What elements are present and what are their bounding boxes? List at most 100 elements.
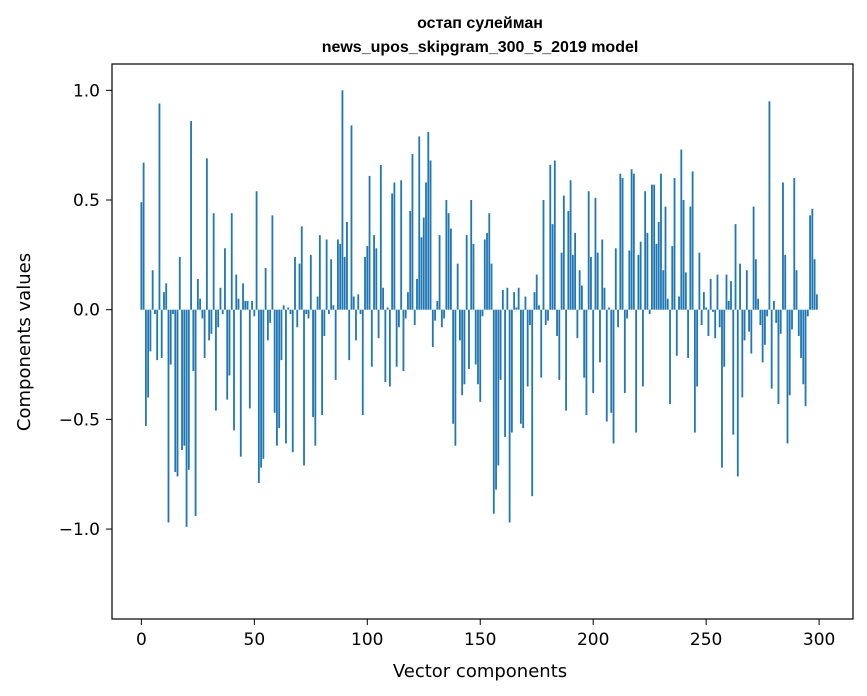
bar-214 bbox=[623, 309, 626, 394]
bar-185 bbox=[558, 309, 561, 380]
bar-115 bbox=[400, 180, 403, 310]
bar-151 bbox=[481, 309, 484, 317]
bar-21 bbox=[187, 309, 190, 470]
bar-289 bbox=[793, 178, 796, 310]
y-tick-label: −1.0 bbox=[59, 520, 100, 540]
bar-106 bbox=[379, 164, 382, 310]
bar-66 bbox=[289, 309, 292, 315]
bar-33 bbox=[215, 309, 217, 411]
bar-171 bbox=[526, 309, 529, 387]
bar-226 bbox=[651, 184, 653, 310]
bar-191 bbox=[571, 254, 574, 310]
x-tick-label: 150 bbox=[464, 630, 496, 650]
bar-246 bbox=[696, 309, 699, 387]
bar-59 bbox=[273, 309, 276, 413]
bar-60 bbox=[276, 309, 278, 446]
bar-284 bbox=[782, 182, 784, 310]
bar-188 bbox=[565, 309, 567, 411]
y-tick-label: 0.0 bbox=[73, 301, 100, 321]
bar-261 bbox=[730, 281, 732, 310]
bar-229 bbox=[657, 221, 660, 310]
y-axis-ticks: −1.0 −0.5 0.0 0.5 1.0 bbox=[59, 81, 112, 540]
bar-247 bbox=[698, 252, 701, 310]
bar-76 bbox=[312, 309, 314, 418]
bar-57 bbox=[269, 309, 272, 323]
bar-159 bbox=[499, 309, 502, 380]
bar-141 bbox=[459, 309, 461, 341]
bar-223 bbox=[644, 191, 647, 310]
bar-152 bbox=[483, 239, 486, 310]
bar-200 bbox=[592, 309, 595, 394]
bar-121 bbox=[413, 309, 416, 326]
bar-294 bbox=[804, 309, 807, 407]
bar-249 bbox=[702, 292, 705, 310]
bar-196 bbox=[583, 309, 586, 378]
bars-group bbox=[140, 90, 818, 527]
chart-title-line1: остап сулейман bbox=[417, 15, 543, 32]
bar-244 bbox=[691, 171, 694, 310]
bar-287 bbox=[788, 309, 791, 396]
bar-8 bbox=[158, 103, 161, 310]
bar-218 bbox=[632, 173, 635, 310]
bar-39 bbox=[228, 309, 231, 376]
bar-12 bbox=[167, 309, 170, 523]
bar-255 bbox=[716, 274, 719, 310]
bar-211 bbox=[617, 309, 619, 328]
bar-101 bbox=[368, 175, 371, 310]
bar-251 bbox=[707, 309, 710, 337]
bar-192 bbox=[574, 232, 577, 310]
bar-213 bbox=[621, 178, 624, 310]
bar-113 bbox=[395, 309, 398, 367]
bar-52 bbox=[257, 309, 260, 483]
bar-97 bbox=[359, 309, 362, 315]
bar-100 bbox=[366, 246, 369, 310]
bar-3 bbox=[147, 309, 150, 398]
bar-104 bbox=[375, 248, 378, 310]
bar-120 bbox=[411, 153, 414, 310]
bar-182 bbox=[551, 224, 554, 310]
bar-27 bbox=[201, 309, 204, 319]
bar-37 bbox=[224, 248, 226, 310]
bar-267 bbox=[743, 309, 746, 341]
bar-47 bbox=[246, 300, 249, 310]
bar-67 bbox=[291, 309, 294, 453]
bar-201 bbox=[594, 197, 597, 310]
bar-15 bbox=[174, 309, 177, 473]
bar-161 bbox=[504, 309, 506, 437]
x-tick-label: 50 bbox=[244, 630, 266, 650]
bar-199 bbox=[590, 257, 592, 310]
bar-158 bbox=[497, 309, 500, 466]
bar-212 bbox=[619, 173, 622, 310]
bar-148 bbox=[474, 309, 477, 365]
bar-105 bbox=[377, 309, 380, 339]
bar-7 bbox=[156, 309, 159, 361]
bar-236 bbox=[673, 178, 676, 310]
bar-240 bbox=[682, 200, 685, 310]
bar-176 bbox=[538, 305, 540, 310]
bar-2 bbox=[144, 309, 147, 426]
bar-193 bbox=[576, 309, 579, 339]
bar-291 bbox=[797, 309, 800, 337]
bar-245 bbox=[693, 309, 696, 433]
bar-237 bbox=[675, 309, 678, 356]
bar-164 bbox=[510, 309, 513, 433]
bar-62 bbox=[280, 309, 283, 361]
bar-92 bbox=[348, 309, 351, 361]
bar-95 bbox=[355, 309, 357, 341]
bar-150 bbox=[479, 309, 482, 402]
bar-260 bbox=[727, 300, 730, 310]
chart-title-line2: news_upos_skipgram_300_5_2019 model bbox=[322, 39, 639, 56]
bar-136 bbox=[447, 213, 450, 310]
bar-139 bbox=[454, 309, 457, 446]
bar-65 bbox=[287, 307, 290, 310]
bar-77 bbox=[314, 309, 317, 446]
bar-80 bbox=[321, 309, 324, 415]
bar-99 bbox=[364, 257, 366, 310]
bar-205 bbox=[603, 287, 606, 310]
bar-219 bbox=[635, 309, 638, 433]
bar-125 bbox=[422, 217, 425, 310]
bar-216 bbox=[628, 250, 631, 310]
bar-111 bbox=[391, 193, 394, 310]
x-tick-label: 300 bbox=[803, 630, 835, 650]
